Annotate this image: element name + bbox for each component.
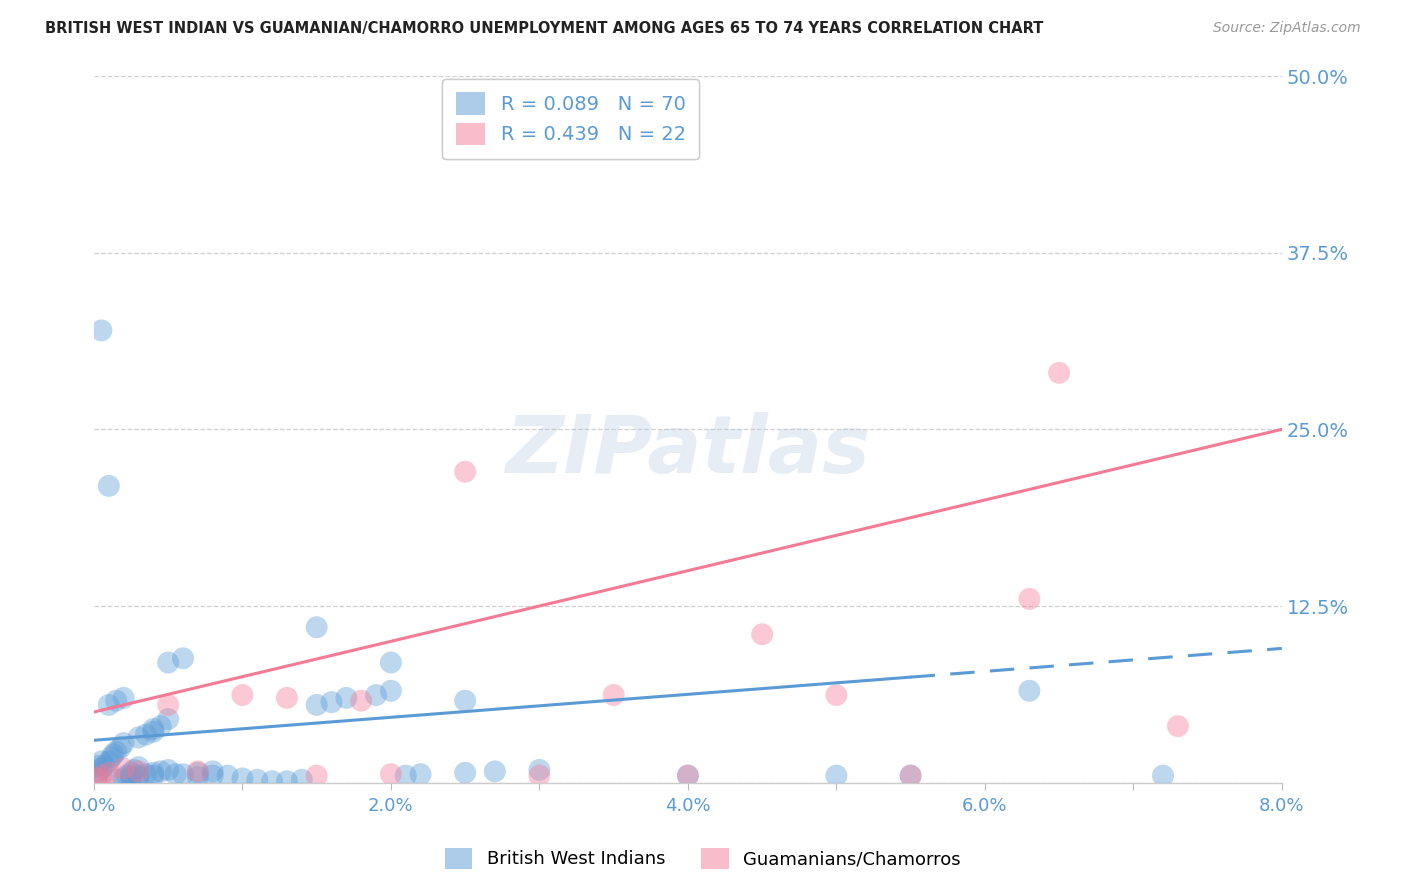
Point	[112, 690, 135, 705]
Point	[127, 731, 149, 745]
Point	[825, 688, 848, 702]
Point	[112, 772, 135, 786]
Point	[90, 323, 112, 337]
Point	[172, 767, 194, 781]
Point	[1018, 683, 1040, 698]
Point	[231, 772, 253, 786]
Point	[127, 764, 149, 779]
Point	[105, 772, 128, 787]
Point	[380, 767, 402, 781]
Point	[87, 758, 110, 772]
Point	[380, 683, 402, 698]
Point	[105, 745, 128, 759]
Point	[751, 627, 773, 641]
Text: Source: ZipAtlas.com: Source: ZipAtlas.com	[1213, 21, 1361, 35]
Point	[676, 769, 699, 783]
Point	[103, 747, 125, 762]
Point	[1018, 591, 1040, 606]
Point	[676, 769, 699, 783]
Point	[127, 769, 149, 783]
Point	[157, 656, 180, 670]
Point	[187, 764, 209, 779]
Point	[86, 769, 108, 783]
Point	[305, 698, 328, 712]
Point	[380, 656, 402, 670]
Point	[454, 694, 477, 708]
Point	[127, 760, 149, 774]
Point	[100, 750, 122, 764]
Point	[529, 769, 551, 783]
Point	[97, 755, 120, 769]
Point	[142, 722, 165, 736]
Point	[149, 764, 172, 779]
Point	[291, 772, 314, 787]
Point	[86, 772, 108, 786]
Point	[350, 694, 373, 708]
Point	[276, 690, 298, 705]
Point	[105, 694, 128, 708]
Point	[900, 769, 922, 783]
Point	[90, 769, 112, 783]
Point	[395, 769, 418, 783]
Point	[187, 770, 209, 784]
Point	[122, 763, 145, 777]
Point	[201, 764, 224, 779]
Text: BRITISH WEST INDIAN VS GUAMANIAN/CHAMORRO UNEMPLOYMENT AMONG AGES 65 TO 74 YEARS: BRITISH WEST INDIAN VS GUAMANIAN/CHAMORR…	[45, 21, 1043, 36]
Point	[165, 767, 187, 781]
Point	[90, 762, 112, 776]
Point	[201, 769, 224, 783]
Point	[900, 769, 922, 783]
Point	[335, 690, 357, 705]
Point	[157, 698, 180, 712]
Point	[142, 724, 165, 739]
Point	[825, 769, 848, 783]
Point	[172, 651, 194, 665]
Point	[529, 763, 551, 777]
Point	[142, 769, 165, 783]
Point	[1152, 769, 1174, 783]
Point	[262, 774, 284, 789]
Point	[1047, 366, 1070, 380]
Point	[217, 769, 239, 783]
Point	[120, 770, 142, 784]
Point	[97, 698, 120, 712]
Point	[187, 765, 209, 780]
Point	[120, 772, 142, 786]
Point	[602, 688, 624, 702]
Point	[321, 695, 343, 709]
Point	[142, 765, 165, 780]
Point	[110, 740, 132, 755]
Point	[87, 764, 110, 779]
Point	[246, 772, 269, 787]
Point	[97, 479, 120, 493]
Point	[454, 765, 477, 780]
Point	[115, 769, 138, 783]
Text: ZIPatlas: ZIPatlas	[505, 411, 870, 490]
Point	[120, 765, 142, 780]
Point	[1167, 719, 1189, 733]
Legend: R = 0.089   N = 70, R = 0.439   N = 22: R = 0.089 N = 70, R = 0.439 N = 22	[443, 78, 699, 159]
Point	[157, 712, 180, 726]
Point	[409, 767, 432, 781]
Legend: British West Indians, Guamanians/Chamorros: British West Indians, Guamanians/Chamorr…	[439, 840, 967, 876]
Point	[157, 763, 180, 777]
Point	[112, 762, 135, 776]
Point	[364, 688, 387, 702]
Point	[93, 758, 115, 772]
Point	[127, 770, 149, 784]
Point	[305, 769, 328, 783]
Point	[231, 688, 253, 702]
Point	[97, 765, 120, 780]
Point	[484, 764, 506, 779]
Point	[90, 755, 112, 769]
Point	[149, 719, 172, 733]
Point	[112, 736, 135, 750]
Point	[305, 620, 328, 634]
Point	[276, 774, 298, 789]
Point	[135, 767, 157, 781]
Point	[135, 728, 157, 742]
Point	[454, 465, 477, 479]
